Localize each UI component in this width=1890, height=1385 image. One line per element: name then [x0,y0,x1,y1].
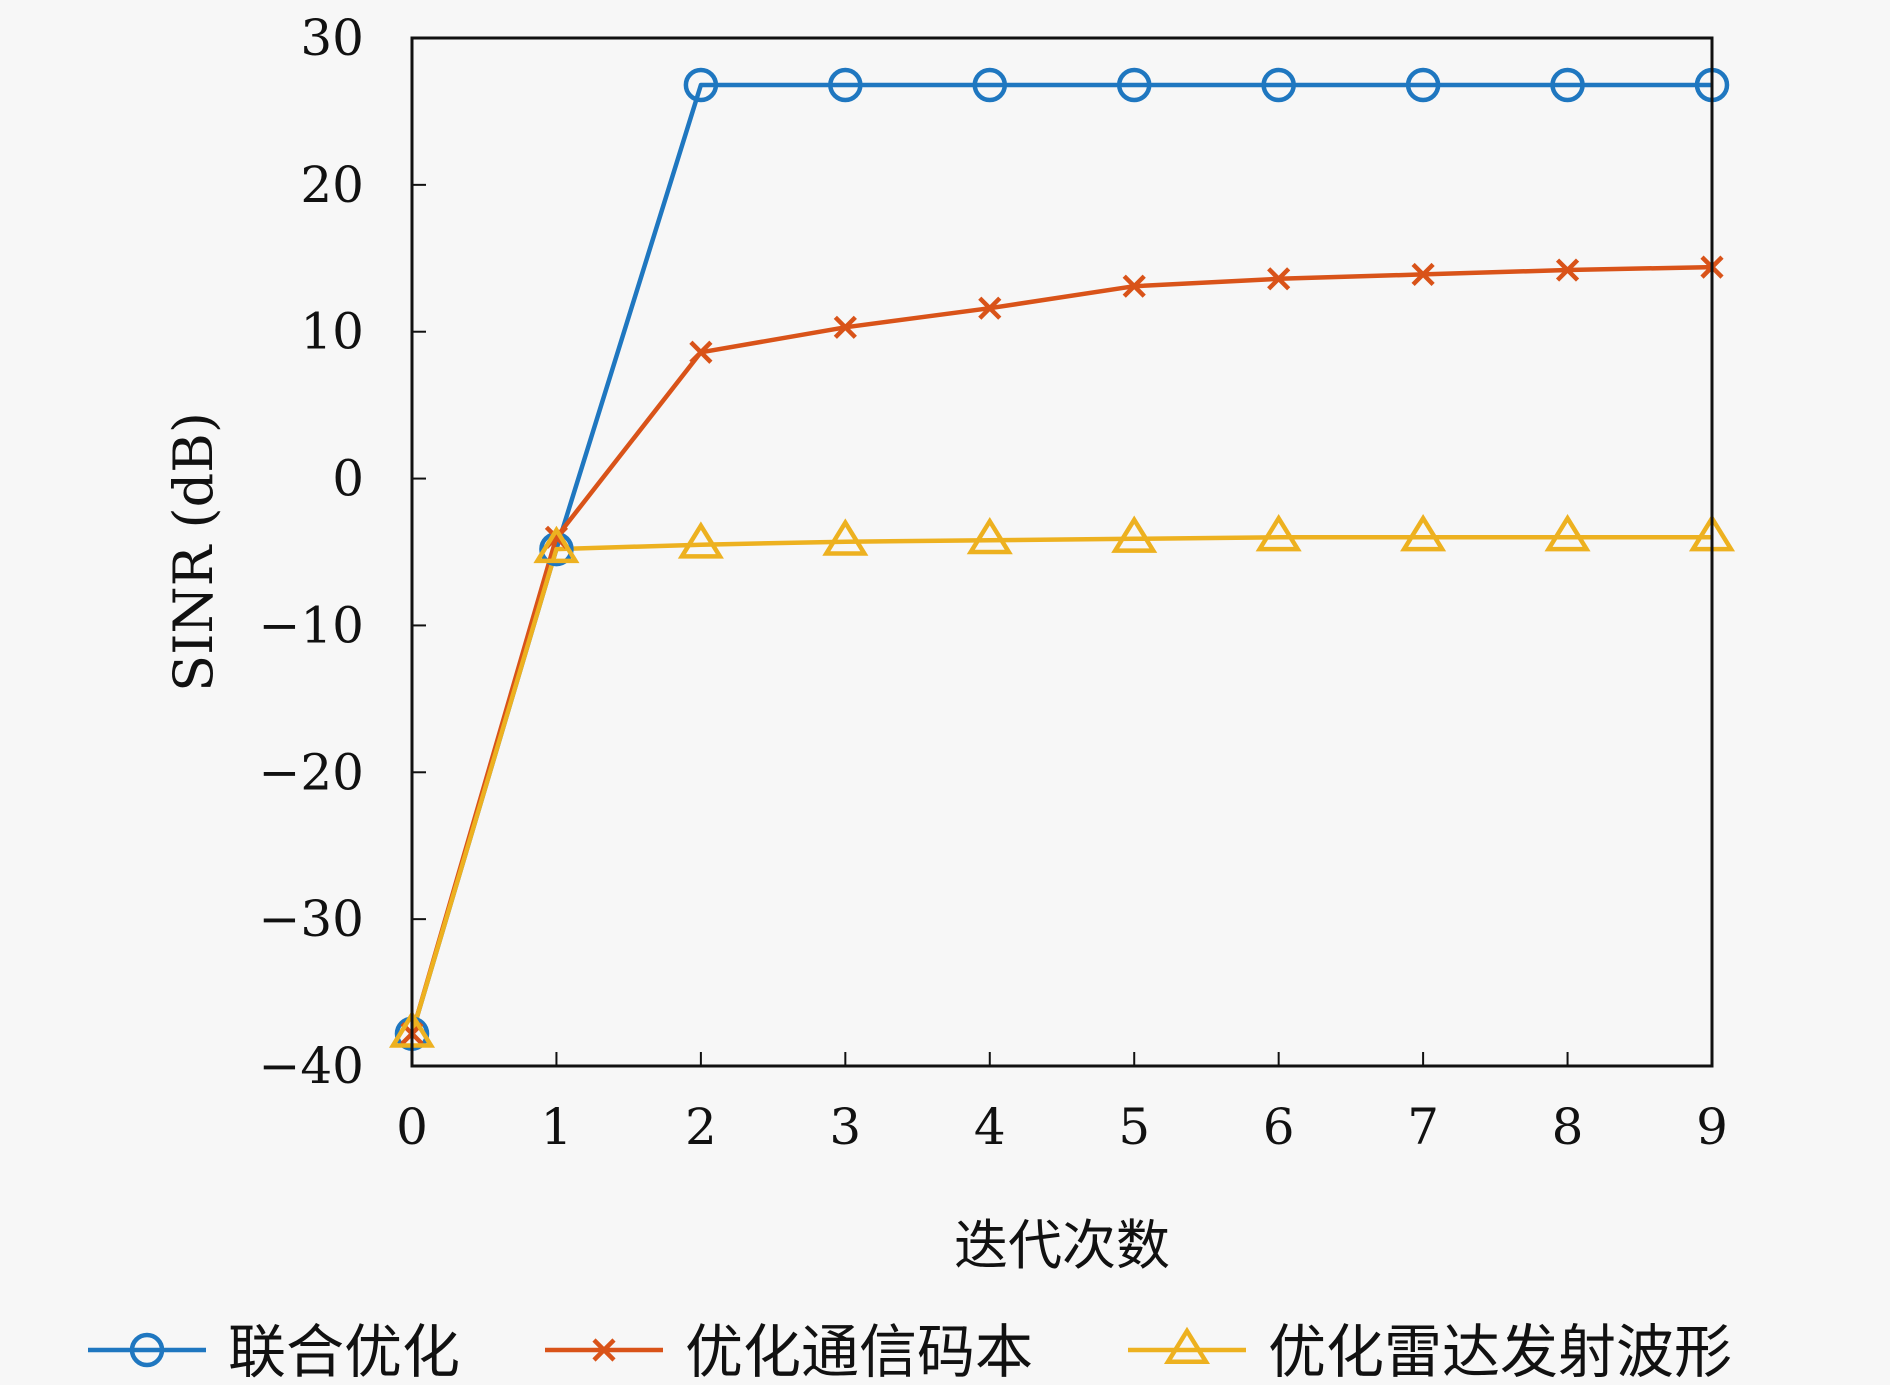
series-line-1 [409,82,1712,1035]
series-1-point [972,67,1008,103]
series-line-3 [409,535,1712,1035]
series-1-point [1550,67,1585,103]
series-3-point [1400,514,1447,552]
x-tick-label: 2 [685,1098,717,1156]
x-tick-label: 5 [1118,1098,1150,1156]
legend-marker-2 [592,1338,616,1362]
y-tick-label: 10 [300,303,364,361]
y-tick-label: 20 [300,156,364,214]
legend: 联合优化 优化通信码本 优化雷达发射波形 [88,1318,1732,1385]
legend-label-1: 联合优化 [228,1318,460,1385]
legend-marker-1 [129,1332,165,1368]
series-3-point [1255,514,1302,552]
series-2-point [1267,267,1291,291]
x-tick-label: 3 [829,1098,861,1156]
x-tick-label: 6 [1263,1098,1295,1156]
series-3-point [533,525,580,564]
y-tick-label: −10 [258,596,364,654]
x-tick-label: 4 [974,1098,1006,1156]
series-line-2 [409,264,1713,1035]
y-tick-label: 0 [332,450,364,508]
legend-label-3: 优化雷达发射波形 [1268,1318,1732,1385]
y-axis-label: SINR (dB) [162,412,225,692]
series-2-point [1122,274,1146,298]
series-1-point [1405,67,1441,103]
plot-frame [410,36,1714,1068]
x-tick-label: 8 [1552,1098,1584,1156]
y-tick-label: 30 [300,9,364,67]
x-tick-label: 1 [541,1098,573,1156]
series-1-point [828,67,863,103]
x-tick-label: 7 [1407,1098,1439,1156]
series-2-point [1555,258,1580,282]
y-tick-label: −40 [258,1037,364,1095]
series-3-point [1544,514,1591,552]
series-2-point [978,296,1002,320]
series-2-point [833,315,857,339]
x-tick-label: 0 [396,1098,428,1156]
series-2-point [1411,262,1435,287]
plot-background [412,38,1712,1066]
series-lines [409,82,1713,1035]
legend-marker-3 [1163,1326,1211,1365]
series-1-point [1116,67,1152,103]
series-3-point [966,516,1013,555]
series-3-point [677,521,724,559]
series-3-point [822,518,869,556]
series-1-point [683,67,719,103]
x-tick-label: 9 [1696,1098,1728,1156]
y-tick-label: −20 [258,743,364,801]
y-tick-label: −30 [258,890,364,948]
series-1-point [1261,67,1296,103]
series-2-point [689,340,713,364]
series-3-point [1111,515,1158,553]
x-axis-label: 迭代次数 [954,1214,1170,1277]
tick-labels: 0 1 2 3 4 5 6 7 8 9 30 20 10 0 −10 −20 −30 −40 [258,9,1727,1156]
legend-label-2: 优化通信码本 [685,1318,1033,1385]
